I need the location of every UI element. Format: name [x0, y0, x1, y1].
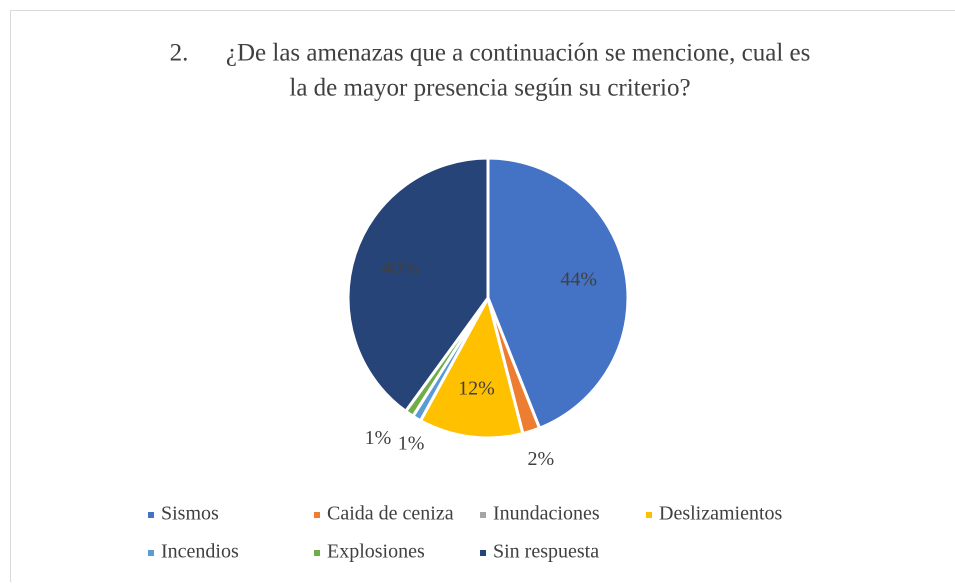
- legend-marker: [480, 512, 486, 518]
- chart-title: la de mayor presencia según su criterio?: [289, 75, 690, 102]
- legend-marker: [314, 512, 320, 518]
- legend-marker: [480, 550, 486, 556]
- legend-marker: [314, 550, 320, 556]
- legend-label: Sin respuesta: [493, 541, 599, 563]
- legend-label: Explosiones: [327, 541, 425, 563]
- legend-label: Caida de ceniza: [327, 503, 454, 525]
- legend-label: Sismos: [161, 503, 219, 525]
- data-label: 44%: [560, 268, 597, 290]
- legend-label: Deslizamientos: [659, 503, 783, 525]
- legend-marker: [148, 550, 154, 556]
- chart-title: 2. ¿De las amenazas que a continuación s…: [170, 40, 811, 67]
- legend-marker: [646, 512, 652, 518]
- data-label: 2%: [527, 448, 554, 470]
- data-label: 40%: [382, 257, 419, 279]
- data-label: 1%: [398, 433, 425, 455]
- legend-label: Incendios: [161, 541, 239, 563]
- legend-label: Inundaciones: [493, 503, 600, 525]
- data-label: 12%: [458, 377, 495, 399]
- legend-marker: [148, 512, 154, 518]
- data-label: 1%: [365, 427, 392, 449]
